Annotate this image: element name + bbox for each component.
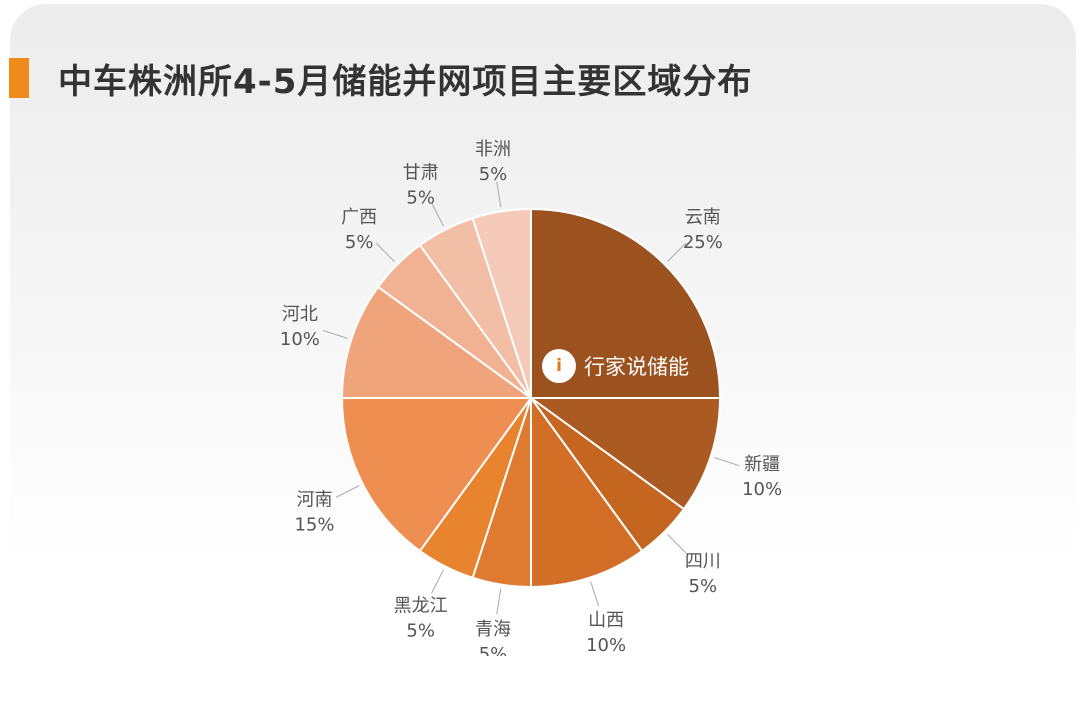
slice-label-0: 云南 [685,207,721,228]
pie-slice-1 [527,397,722,511]
slice-value-9: 5% [406,187,435,208]
leader-line-2 [667,534,687,554]
slice-label-5: 黑龙江 [394,596,448,617]
slice-label-7: 河北 [282,304,318,325]
pie-slice-10 [471,207,532,399]
chart-title: 中车株洲所4-5月储能并网项目主要区域分布 [58,62,753,102]
watermark: i 行家说储能 [542,348,689,384]
slice-label-10: 非洲 [475,139,511,160]
slice-label-6: 河南 [296,489,332,510]
pie-slice-0 [530,207,722,399]
slice-label-1: 新疆 [744,454,780,475]
pie-slice-6 [340,397,533,553]
leader-line-0 [667,242,687,262]
leader-line-7 [322,329,348,339]
leader-line-6 [335,485,360,498]
leader-line-10 [496,181,502,208]
slice-value-3: 10% [586,635,626,656]
slice-label-8: 广西 [341,207,377,228]
leader-line-3 [590,581,600,607]
slice-label-2: 四川 [685,551,721,572]
slice-value-0: 25% [683,232,723,253]
slice-label-3: 山西 [588,610,624,631]
slice-value-10: 5% [479,164,508,185]
watermark-logo-icon: i [542,349,576,383]
pie-chart: 云南 25% 新疆 10% 四川 5% 山西 10% 青海 5% 黑龙江 5% 河南 15% 河北 10% 广西… [280,139,782,656]
leader-line-4 [496,588,502,615]
slice-value-2: 5% [689,576,718,597]
slice-label-9: 甘肃 [403,162,439,183]
slice-value-5: 5% [406,621,435,642]
pie-slice-3 [530,394,644,589]
leader-line-1 [714,457,740,467]
slice-value-1: 10% [742,479,782,500]
leader-line-8 [375,242,395,262]
slice-value-7: 10% [280,329,320,350]
pie-slice-7 [340,285,535,399]
slice-value-6: 15% [294,514,334,535]
slice-label-4: 青海 [475,619,511,640]
slice-value-8: 5% [345,232,374,253]
leader-line-5 [431,569,444,594]
watermark-text: 行家说储能 [584,355,689,379]
slice-value-4: 5% [479,644,508,656]
title-accent-bar [9,58,29,98]
leader-line-9 [431,202,444,227]
